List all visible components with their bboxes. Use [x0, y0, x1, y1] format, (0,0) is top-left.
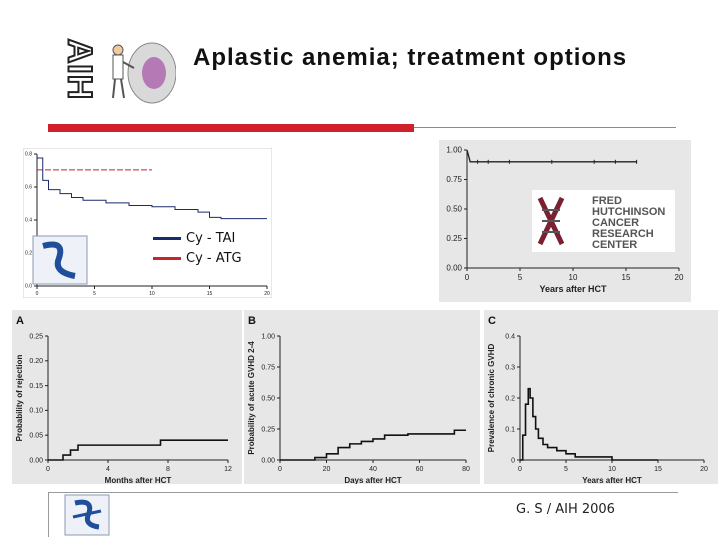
chronic-gvhd-chart: 0 5 10 15 20 0 0.1 0.2 0.3 0.4 Years after HCT Prev… [484, 310, 718, 484]
data-line [280, 429, 466, 461]
x-axis-label: Years after HCT [582, 476, 642, 484]
x-tick-label: 5 [93, 291, 96, 297]
x-tick-label: 10 [569, 273, 578, 282]
x-tick-label: 0 [518, 466, 522, 473]
data-line [48, 439, 228, 461]
x-tick-label: 15 [622, 273, 631, 282]
x-tick-label: 5 [564, 466, 568, 473]
logo-text-line: RESEARCH [592, 228, 654, 240]
y-tick-label: 0.2 [505, 395, 515, 402]
y-tick-label: 0.50 [446, 205, 462, 214]
y-tick-label: 0.25 [29, 333, 43, 340]
y-tick-label: 0 [511, 457, 515, 464]
survival-chart: 0 5 10 15 20 0.0 0.2 0.4 0.6 0.8 [23, 148, 272, 298]
aih-logo-text: AIH [59, 38, 99, 102]
x-axis-label: Years after HCT [539, 284, 607, 294]
logo-text-line: FRED [592, 195, 622, 207]
x-tick-label: 0 [465, 273, 470, 282]
y-tick-label: 0.00 [261, 457, 275, 464]
x-tick-label: 20 [264, 291, 270, 297]
legend-label: Cy - TAI [186, 231, 236, 246]
y-tick-label: 0.4 [505, 333, 515, 340]
legend-item-cy-tai: Cy - TAI [153, 229, 243, 249]
legend-item-cy-atg: Cy - ATG [153, 249, 243, 269]
x-tick-label: 20 [323, 466, 331, 473]
chart-legend: Cy - TAI Cy - ATG [153, 229, 243, 269]
y-tick-label: 0.2 [25, 251, 32, 257]
panel-letter: B [248, 315, 256, 327]
y-tick-label: 0.20 [29, 358, 43, 365]
x-tick-label: 15 [654, 466, 662, 473]
doctor-illustration [112, 42, 176, 104]
x-tick-label: 0 [36, 291, 39, 297]
y-tick-label: 0.50 [261, 395, 275, 402]
institution-emblem-icon [64, 494, 110, 536]
footer-credit: G. S / AIH 2006 [516, 502, 615, 517]
y-tick-label: 1.00 [446, 146, 462, 155]
x-tick-label: 4 [106, 466, 110, 473]
x-axis-label: Months after HCT [105, 476, 172, 484]
logo-text-line: CANCER [592, 217, 639, 229]
y-tick-label: 0.0 [25, 284, 32, 290]
y-tick-label: 0.00 [446, 264, 462, 273]
footer-rule-vertical [48, 492, 49, 537]
x-tick-label: 12 [224, 466, 232, 473]
fred-hutchinson-logo: FRED HUTCHINSON CANCER RESEARCH CENTER [532, 190, 675, 252]
y-tick-label: 0.75 [261, 364, 275, 371]
emblem-icon [32, 235, 88, 285]
x-axis-label: Days after HCT [344, 476, 401, 484]
y-tick-label: 0.25 [446, 234, 462, 243]
logo-text-line: HUTCHINSON [592, 206, 665, 218]
x-tick-label: 8 [166, 466, 170, 473]
acute-gvhd-chart: 0 20 40 60 80 0.00 0.25 0.50 0.75 1.00 Days after … [244, 310, 480, 484]
rejection-chart: 0 4 8 12 0.00 0.05 0.10 0.15 0.20 0.25 Months afte… [12, 310, 242, 484]
x-tick-label: 60 [416, 466, 424, 473]
legend-swatch-cy-atg [153, 257, 181, 260]
logo-text-line: CENTER [592, 239, 637, 251]
panel-letter: C [488, 315, 496, 327]
slide-title: Aplastic anemia; treatment options [193, 44, 628, 71]
x-tick-label: 0 [278, 466, 282, 473]
legend-label: Cy - ATG [186, 251, 242, 266]
y-tick-label: 0.05 [29, 433, 43, 440]
x-tick-label: 20 [700, 466, 708, 473]
y-axis-label: Prevalence of chronic GVHD [487, 344, 496, 453]
y-tick-label: 0.75 [446, 175, 462, 184]
y-tick-label: 0.3 [505, 364, 515, 371]
y-tick-label: 0.6 [25, 185, 32, 191]
y-tick-label: 0.00 [29, 457, 43, 464]
panel-letter: A [16, 315, 24, 327]
x-tick-label: 15 [207, 291, 213, 297]
title-underline-accent [48, 124, 414, 132]
x-tick-label: 5 [518, 273, 523, 282]
y-tick-label: 0.8 [25, 152, 32, 158]
y-tick-label: 0.15 [29, 383, 43, 390]
y-tick-label: 0.4 [25, 218, 32, 224]
x-tick-label: 10 [149, 291, 155, 297]
series-line-cy-tai [37, 157, 267, 220]
x-tick-label: 0 [46, 466, 50, 473]
aih-logo: AIH [59, 30, 106, 110]
data-line [520, 387, 658, 461]
y-tick-label: 1.00 [261, 333, 275, 340]
y-axis-label: Probability of rejection [15, 355, 24, 442]
footer-rule [48, 492, 678, 493]
y-axis-label: Probability of acute GVHD 2-4 [247, 341, 256, 455]
y-tick-label: 0.10 [29, 408, 43, 415]
title-underline-rule [414, 127, 676, 128]
x-tick-label: 10 [608, 466, 616, 473]
legend-swatch-cy-tai [153, 237, 181, 240]
x-tick-label: 40 [369, 466, 377, 473]
emblem-stroke [42, 241, 76, 279]
x-tick-label: 20 [675, 273, 684, 282]
y-tick-label: 0.25 [261, 426, 275, 433]
y-tick-label: 0.1 [505, 426, 515, 433]
x-tick-label: 80 [462, 466, 470, 473]
